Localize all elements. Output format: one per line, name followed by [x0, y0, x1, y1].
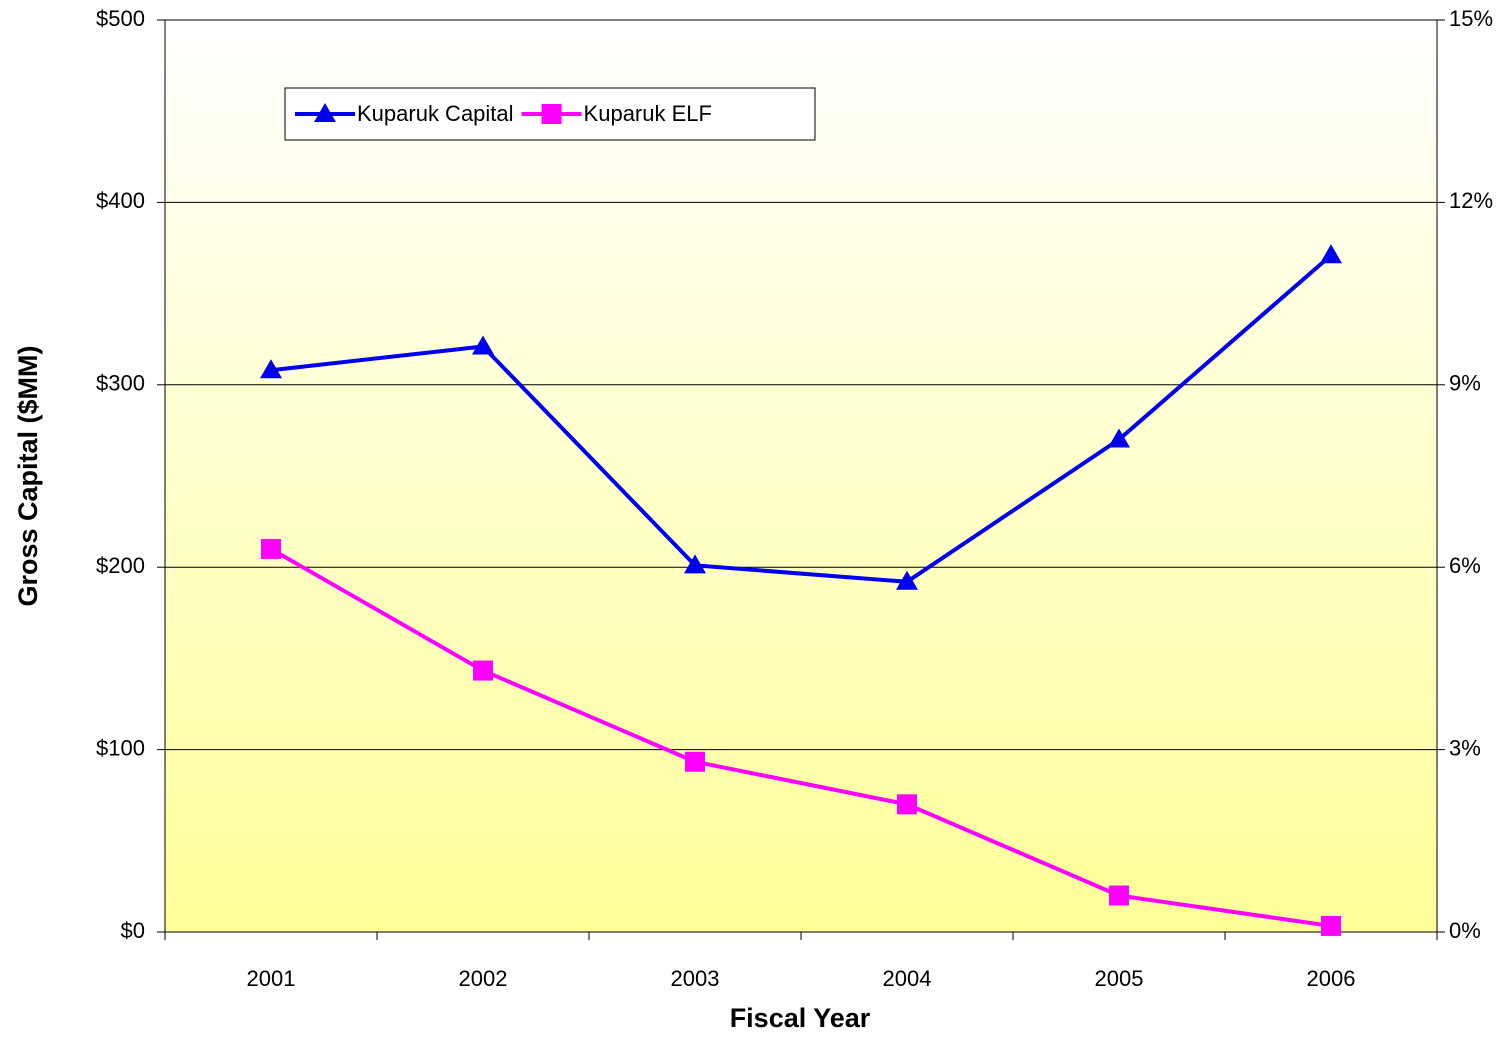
y2-tick-label: 12%	[1449, 188, 1493, 213]
point	[1320, 244, 1342, 264]
y2-tick-label: 3%	[1449, 735, 1481, 760]
legend-label: Kuparuk Capital	[357, 101, 514, 126]
legend-label: Kuparuk ELF	[584, 101, 712, 126]
y-tick-label: $100	[96, 735, 145, 760]
point	[896, 570, 918, 590]
y2-tick-label: 15%	[1449, 6, 1493, 31]
point	[1321, 915, 1341, 936]
point	[260, 359, 282, 379]
point	[261, 538, 281, 559]
point	[1108, 428, 1130, 448]
point	[473, 660, 493, 681]
point	[472, 335, 494, 355]
x-tick-label: 2006	[1307, 966, 1356, 991]
x-tick-label: 2004	[883, 966, 932, 991]
x-tick-label: 2003	[671, 966, 720, 991]
y2-tick-label: 6%	[1449, 553, 1481, 578]
x-axis-label: Fiscal Year	[730, 1003, 871, 1033]
point	[685, 751, 705, 772]
plot-area	[165, 20, 1437, 932]
y-tick-label: $300	[96, 371, 145, 396]
y-tick-label: $500	[96, 6, 145, 31]
x-tick-label: 2002	[459, 966, 508, 991]
point	[684, 554, 706, 574]
y-tick-label: $200	[96, 553, 145, 578]
x-tick-label: 2005	[1095, 966, 1144, 991]
y-axis-label: Gross Capital ($MM)	[13, 345, 43, 606]
point	[1109, 885, 1129, 906]
x-tick-label: 2001	[247, 966, 296, 991]
y2-tick-label: 0%	[1449, 918, 1481, 943]
legend-marker	[314, 103, 336, 122]
point	[897, 794, 917, 815]
y2-tick-label: 9%	[1449, 371, 1481, 396]
y-tick-label: $400	[96, 188, 145, 213]
series-line	[270, 547, 1332, 928]
y-tick-label: $0	[121, 918, 145, 943]
series-line	[270, 253, 1333, 584]
legend-marker	[541, 104, 562, 124]
